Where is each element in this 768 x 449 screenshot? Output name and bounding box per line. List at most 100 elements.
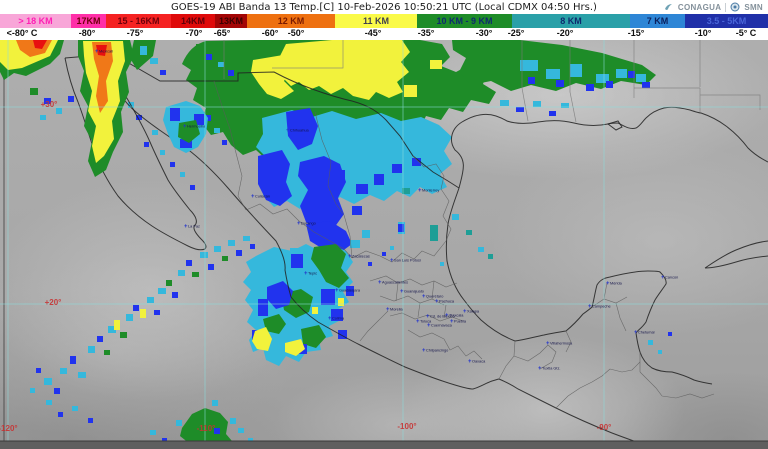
city-label: + Chetumal [634, 330, 667, 336]
city-name: Guadalajara [338, 288, 360, 293]
city-name: Puebla [453, 319, 466, 324]
conagua-logo-icon [664, 4, 672, 10]
city-marker-icon: + [348, 254, 352, 260]
city-marker-icon: + [400, 289, 404, 295]
legend-altitude-box: > 18 KM [0, 14, 71, 28]
city-marker-icon: + [328, 316, 332, 322]
legend-altitude-box: 17KM [71, 14, 106, 28]
city-name: Querétaro [425, 294, 443, 299]
city-marker-icon: + [184, 224, 188, 230]
logo-divider [725, 2, 727, 12]
legend-altitude-box: 7 KM [630, 14, 685, 28]
city-marker-icon: + [634, 330, 638, 336]
city-marker-icon: + [378, 280, 382, 286]
legend-temperature-label: -60° [261, 28, 279, 38]
city-marker-icon: + [606, 281, 610, 287]
legend-altitude-box: 12 KM [247, 14, 335, 28]
city-name: Xalapa [466, 309, 479, 314]
city-label: + Tuxtla Gtz. [538, 366, 575, 372]
legend-temperature-label: -65° [213, 28, 231, 38]
city-label: + Oaxaca [468, 359, 496, 365]
satellite-map: +30° +20° -120° -110° -100° -90° + Mexicali + He… [0, 40, 768, 449]
city-name: Hermosillo [186, 124, 205, 129]
city-label: + Cuernavaca [427, 323, 468, 329]
graticule-lines [0, 40, 768, 441]
coastlines [64, 53, 768, 449]
city-name: Chilpancingo [425, 348, 448, 353]
header-bar: GOES-19 ABI Banda 13 Temp.[C] 10-Feb-202… [0, 0, 768, 14]
legend-temperature-label: -5° C [735, 28, 757, 38]
city-name: Mérida [609, 281, 622, 286]
legend-temperature-label: -30° [475, 28, 493, 38]
city-name: Campeche [591, 304, 611, 309]
city-label: + Cancún [661, 275, 689, 281]
city-label: + La Paz [184, 224, 209, 230]
city-marker-icon: + [335, 288, 339, 294]
graticule-coordinate-label: -90° [596, 423, 612, 432]
smn-logo-text: SMN [744, 2, 763, 12]
city-marker-icon: + [546, 341, 550, 347]
city-label: + San Luis Potosí [390, 258, 443, 264]
city-name: Morelia [389, 307, 403, 312]
city-name: Mexicali [98, 49, 113, 54]
city-name: Cuernavaca [430, 323, 452, 328]
city-marker-icon: + [463, 309, 467, 315]
graticule-coordinate-label: -120° [0, 424, 18, 433]
legend-altitude-box: 11 KM [335, 14, 417, 28]
city-label: + Puebla [450, 319, 475, 325]
city-name: Aguascalientes [381, 280, 408, 285]
city-label: + Campeche [588, 304, 625, 310]
city-name: Tepic [307, 271, 317, 276]
city-name: Monterrey [421, 188, 439, 193]
city-label: + Chihuahua [286, 128, 323, 134]
legend-altitude-box: 3.5 - 5KM [685, 14, 768, 28]
city-marker-icon: + [435, 299, 439, 305]
graticule-coordinate-label: +30° [40, 100, 58, 109]
city-label: + Culiacán [251, 194, 282, 200]
city-name: Oaxaca [471, 359, 485, 364]
legend-temperature-label: -35° [417, 28, 435, 38]
city-marker-icon: + [661, 275, 665, 281]
city-marker-icon: + [297, 221, 301, 227]
graticule-coordinate-label: +20° [44, 298, 62, 307]
city-marker-icon: + [251, 194, 255, 200]
satellite-image-overlay [0, 40, 768, 449]
legend-temperature-label: -50° [287, 28, 305, 38]
city-marker-icon: + [418, 188, 422, 194]
smn-logo-icon [730, 2, 740, 12]
city-marker-icon: + [183, 124, 187, 130]
scan-edge [3, 40, 5, 441]
cloud-enhancement-south-pacific-blob [176, 400, 236, 449]
city-label: + Guanajuato [400, 289, 440, 295]
city-name: San Luis Potosí [393, 258, 421, 263]
city-name: Cancún [664, 275, 678, 280]
city-label: + Hermosillo [183, 124, 220, 130]
legend-temperature-label: -15° [627, 28, 645, 38]
page-title: GOES-19 ABI Banda 13 Temp.[C] 10-Feb-202… [171, 1, 597, 13]
legend-temperature-label: -80° [78, 28, 96, 38]
city-marker-icon: + [422, 348, 426, 354]
city-label: + Durango [297, 221, 327, 227]
city-label: + Querétaro [422, 294, 457, 300]
city-label: + Zacatecas [348, 254, 384, 260]
city-label: + Xalapa [463, 309, 488, 315]
agency-logos: CONAGUA SMN [664, 1, 763, 13]
city-marker-icon: + [445, 313, 449, 319]
city-name: Tuxtla Gtz. [541, 366, 560, 371]
city-marker-icon: + [304, 271, 308, 277]
temperature-legend: <-80° C -80° -75° -70° -65° -60° -50° -45° -35° -… [0, 28, 768, 40]
city-name: Tlaxcala [448, 313, 463, 318]
legend-altitude-box: 10 KM - 9 KM [417, 14, 512, 28]
legend-temperature-label: -45° [364, 28, 382, 38]
city-label: + Mexicali [95, 49, 124, 55]
bottom-scan-band [0, 441, 768, 449]
graticule-coordinate-label: -100° [397, 422, 417, 431]
city-marker-icon: + [427, 323, 431, 329]
conagua-logo-text: CONAGUA [677, 2, 722, 12]
city-label: + Mérida [606, 281, 631, 287]
city-label: + Morelia [386, 307, 412, 313]
city-name: Zacatecas [351, 254, 370, 259]
city-label: + Toluca [416, 319, 440, 325]
city-marker-icon: + [450, 319, 454, 325]
legend-altitude-box: 15 - 16KM [106, 14, 171, 28]
